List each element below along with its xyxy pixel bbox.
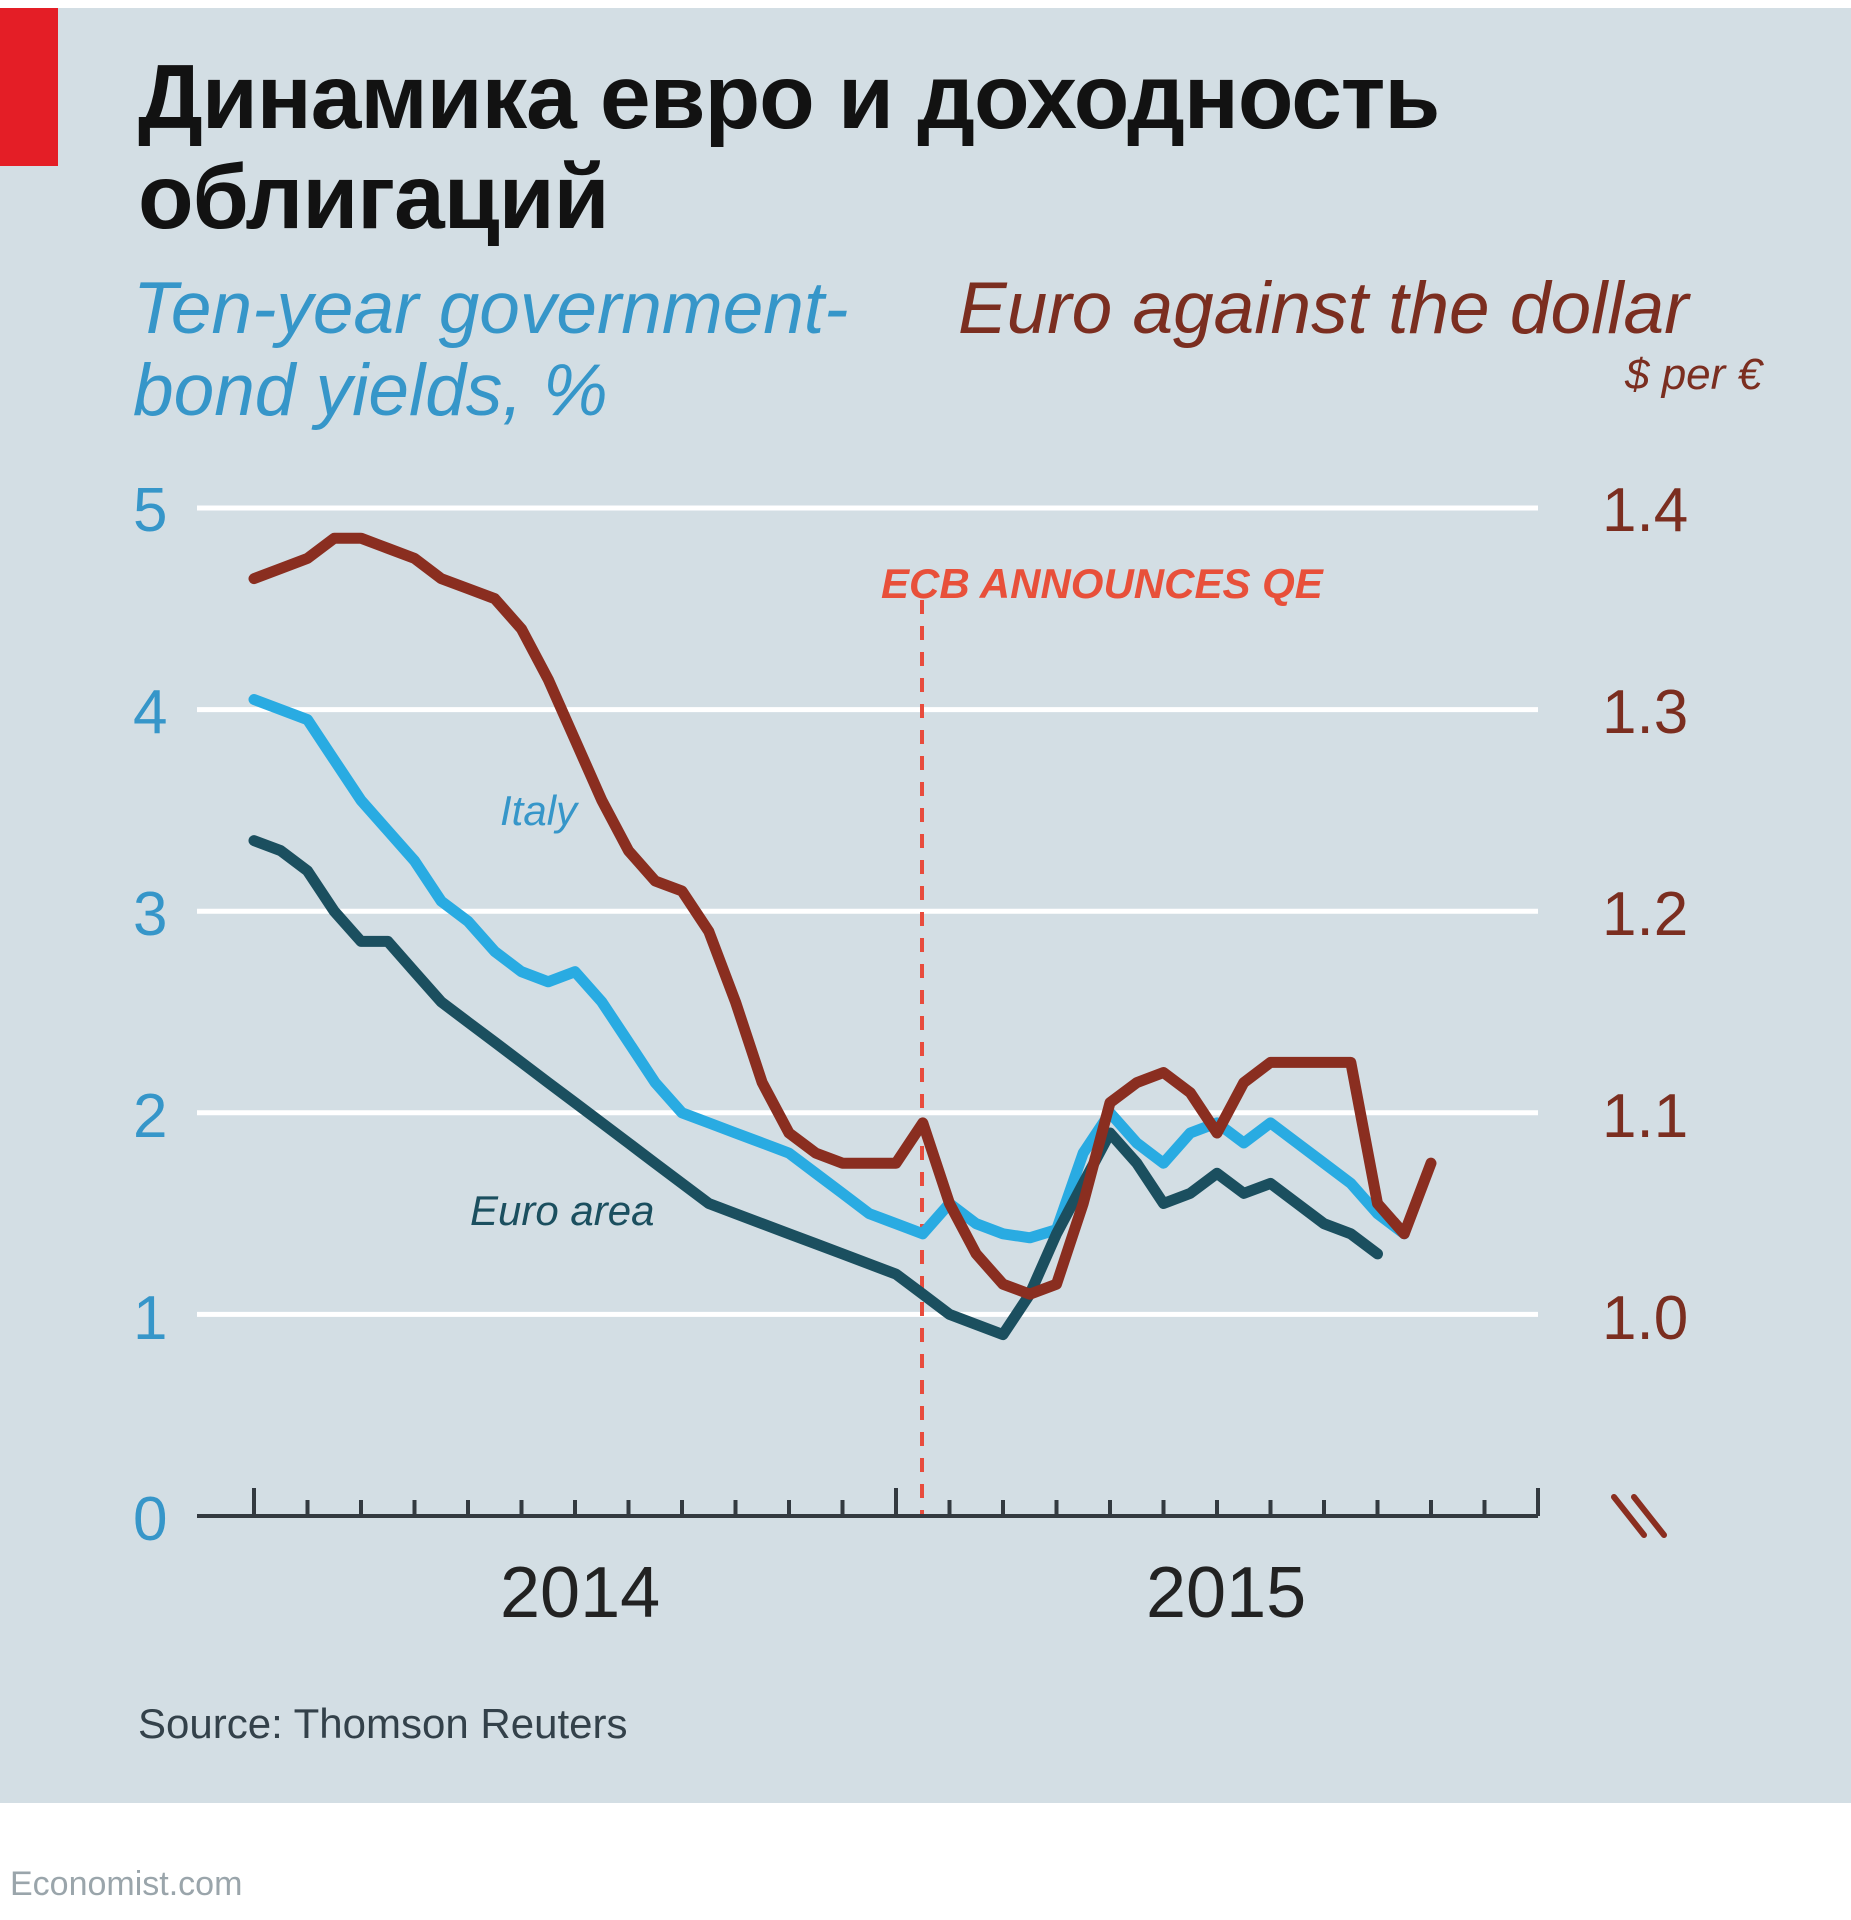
svg-text:Italy: Italy xyxy=(500,787,580,834)
svg-text:Euro area: Euro area xyxy=(470,1187,654,1234)
svg-text:ECB ANNOUNCES QE: ECB ANNOUNCES QE xyxy=(881,560,1325,608)
